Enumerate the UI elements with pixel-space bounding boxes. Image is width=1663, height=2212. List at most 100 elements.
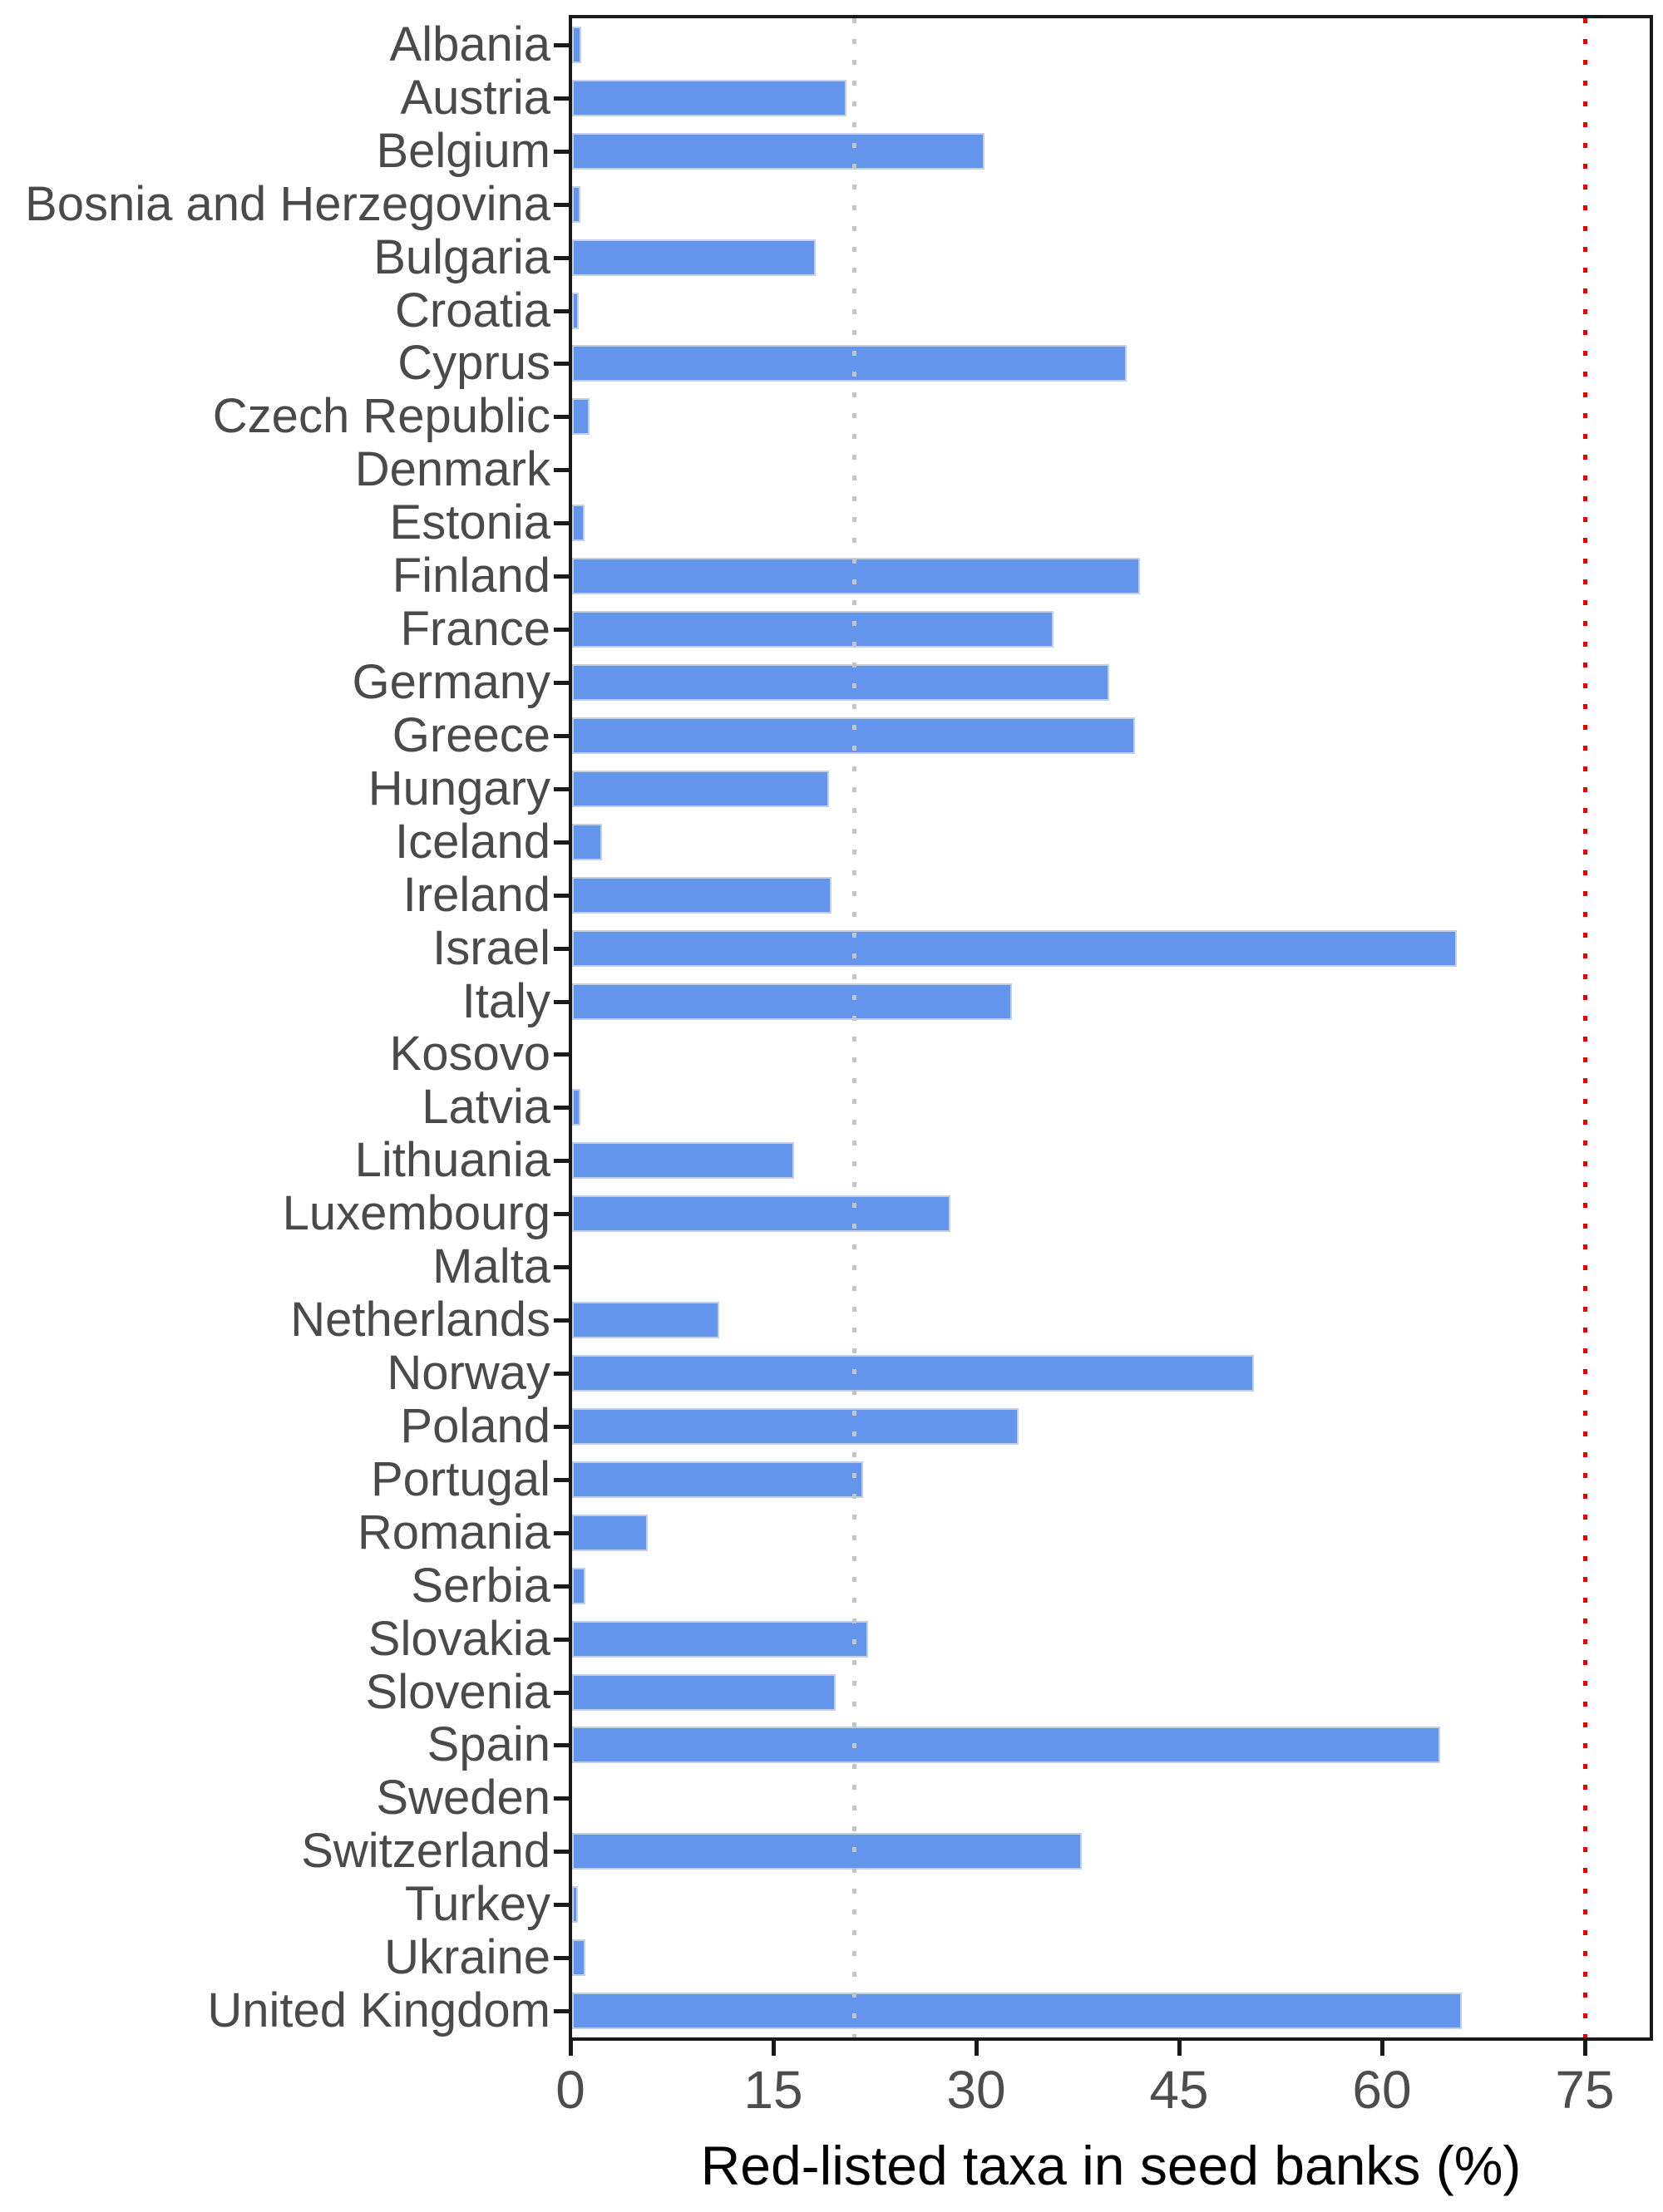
bar-netherlands (572, 1302, 720, 1339)
y-tick-greece (554, 709, 569, 762)
bar-row-switzerland (572, 1825, 1650, 1878)
y-label-row-albania: Albania (0, 18, 554, 71)
y-label-united-kingdom: United Kingdom (207, 1983, 550, 2038)
y-label-row-germany: Germany (0, 656, 554, 709)
y-label-portugal: Portugal (370, 1451, 550, 1506)
y-tick-croatia (554, 284, 569, 337)
x-tick-label-60: 60 (1352, 2060, 1412, 2120)
y-tick-france (554, 603, 569, 656)
mean-reference-line (852, 18, 857, 2037)
bar-row-netherlands (572, 1293, 1650, 1347)
y-tick-netherlands (554, 1293, 569, 1347)
y-label-row-croatia: Croatia (0, 284, 554, 337)
bar-row-albania (572, 18, 1650, 71)
bar-row-hungary (572, 762, 1650, 815)
bar-row-latvia (572, 1081, 1650, 1134)
y-tick-bulgaria (554, 231, 569, 284)
y-tick-iceland (554, 815, 569, 869)
y-label-row-portugal: Portugal (0, 1453, 554, 1506)
bar-row-greece (572, 709, 1650, 762)
bar-lithuania (572, 1142, 794, 1180)
x-tick-label-75: 75 (1555, 2060, 1615, 2120)
y-label-israel: Israel (432, 920, 550, 975)
y-label-slovenia: Slovenia (365, 1664, 550, 1719)
bar-romania (572, 1514, 649, 1551)
y-label-row-switzerland: Switzerland (0, 1825, 554, 1878)
bar-row-united-kingdom (572, 1984, 1650, 2037)
bar-row-serbia (572, 1559, 1650, 1613)
y-tick-cyprus (554, 337, 569, 391)
bar-cyprus (572, 345, 1127, 382)
bar-belgium (572, 132, 985, 170)
y-label-denmark: Denmark (354, 442, 550, 497)
y-label-row-bulgaria: Bulgaria (0, 231, 554, 284)
y-label-row-romania: Romania (0, 1506, 554, 1559)
bar-row-estonia (572, 496, 1650, 549)
y-tick-malta (554, 1240, 569, 1293)
bar-germany (572, 664, 1109, 702)
y-label-serbia: Serbia (411, 1558, 550, 1613)
y-tick-hungary (554, 762, 569, 815)
y-tick-finland (554, 549, 569, 603)
x-tick-label-45: 45 (1149, 2060, 1209, 2120)
y-label-row-slovenia: Slovenia (0, 1666, 554, 1719)
bar-poland (572, 1407, 1019, 1445)
y-label-czech-republic: Czech Republic (212, 389, 550, 444)
y-label-row-poland: Poland (0, 1400, 554, 1453)
y-label-row-czech-republic: Czech Republic (0, 390, 554, 443)
bar-row-croatia (572, 284, 1650, 337)
bar-turkey (572, 1886, 578, 1924)
bar-row-spain (572, 1719, 1650, 1772)
y-label-row-malta: Malta (0, 1240, 554, 1293)
y-label-albania: Albania (389, 17, 550, 71)
y-tick-norway (554, 1347, 569, 1400)
x-tick-label-30: 30 (946, 2060, 1006, 2120)
y-label-cyprus: Cyprus (397, 336, 550, 391)
bar-row-slovenia (572, 1666, 1650, 1719)
bar-switzerland (572, 1833, 1083, 1870)
y-tick-germany (554, 656, 569, 709)
y-label-row-netherlands: Netherlands (0, 1293, 554, 1347)
y-label-italy: Italy (461, 973, 550, 1028)
y-label-iceland: Iceland (394, 814, 550, 869)
y-label-lithuania: Lithuania (354, 1133, 550, 1188)
bar-row-israel (572, 922, 1650, 975)
bar-row-czech-republic (572, 390, 1650, 443)
y-label-row-belgium: Belgium (0, 125, 554, 178)
y-tick-poland (554, 1400, 569, 1453)
y-label-row-hungary: Hungary (0, 762, 554, 815)
y-label-row-slovakia: Slovakia (0, 1613, 554, 1666)
y-tick-italy (554, 975, 569, 1028)
y-label-row-france: France (0, 603, 554, 656)
y-label-ireland: Ireland (402, 867, 550, 922)
y-label-row-kosovo: Kosovo (0, 1028, 554, 1081)
bar-portugal (572, 1461, 863, 1498)
bar-albania (572, 26, 582, 63)
bars-container (572, 18, 1650, 2037)
bar-row-romania (572, 1506, 1650, 1559)
bar-bulgaria (572, 239, 816, 276)
x-tick-label-0: 0 (555, 2060, 585, 2120)
y-label-austria: Austria (400, 70, 550, 125)
y-label-row-israel: Israel (0, 922, 554, 975)
y-label-belgium: Belgium (376, 123, 550, 178)
bar-row-iceland (572, 815, 1650, 869)
y-tick-bosnia-and-herzegovina (554, 178, 569, 231)
y-label-row-estonia: Estonia (0, 496, 554, 549)
y-label-france: France (400, 602, 550, 657)
y-tick-estonia (554, 496, 569, 549)
y-label-row-finland: Finland (0, 549, 554, 603)
bar-row-italy (572, 975, 1650, 1028)
y-tick-spain (554, 1719, 569, 1772)
bar-serbia (572, 1567, 586, 1604)
y-tick-slovakia (554, 1613, 569, 1666)
y-tick-ukraine (554, 1931, 569, 1984)
y-label-row-luxembourg: Luxembourg (0, 1187, 554, 1240)
bar-ireland (572, 876, 832, 914)
y-tick-turkey (554, 1878, 569, 1931)
y-label-slovakia: Slovakia (368, 1611, 550, 1666)
bar-row-belgium (572, 125, 1650, 178)
y-label-row-greece: Greece (0, 709, 554, 762)
bar-hungary (572, 770, 830, 807)
y-label-sweden: Sweden (376, 1771, 550, 1825)
